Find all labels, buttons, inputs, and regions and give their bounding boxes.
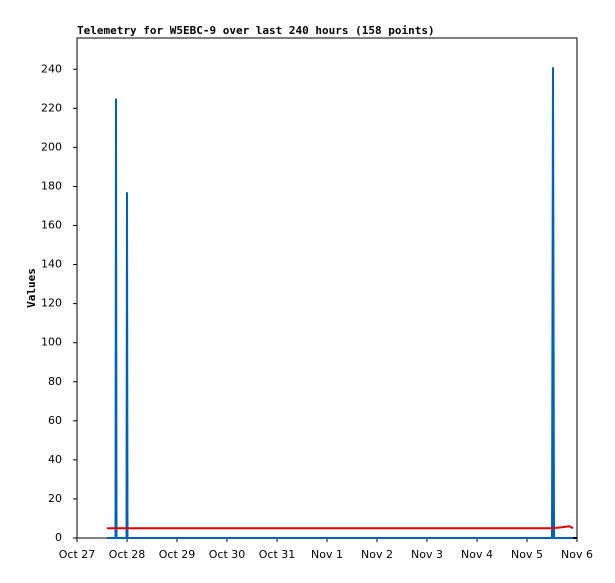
x-tick-label: Oct 27 xyxy=(59,548,96,561)
x-tick-label: Nov 2 xyxy=(361,548,393,561)
y-tick-label: 220 xyxy=(41,101,62,114)
y-tick-label: 100 xyxy=(41,336,62,349)
x-tick-label: Oct 30 xyxy=(209,548,246,561)
plot-frame xyxy=(76,37,578,539)
y-axis-label: Values xyxy=(25,268,38,308)
y-tick-label: 120 xyxy=(41,297,62,310)
x-tick-label: Nov 4 xyxy=(461,548,493,561)
series-line xyxy=(107,67,573,539)
y-tick-label: 180 xyxy=(41,179,62,192)
y-tick-label: 40 xyxy=(48,453,62,466)
x-tick-label: Nov 1 xyxy=(311,548,343,561)
y-tick-label: 60 xyxy=(48,414,62,427)
y-tick-label: 140 xyxy=(41,258,62,271)
x-tick-label: Nov 3 xyxy=(411,548,443,561)
y-tick-label: 20 xyxy=(48,492,62,505)
x-tick-label: Oct 31 xyxy=(259,548,296,561)
y-tick-label: 200 xyxy=(41,140,62,153)
series-line xyxy=(107,525,574,530)
y-tick-label: 0 xyxy=(55,531,62,544)
x-tick-label: Nov 5 xyxy=(511,548,543,561)
y-tick-label: 80 xyxy=(48,375,62,388)
x-tick-label: Oct 29 xyxy=(159,548,196,561)
chart-title: Telemetry for W5EBC-9 over last 240 hour… xyxy=(77,24,435,37)
y-tick-label: 160 xyxy=(41,219,62,232)
x-tick-label: Nov 6 xyxy=(561,548,593,561)
y-tick-label: 240 xyxy=(41,62,62,75)
x-tick-label: Oct 28 xyxy=(109,548,146,561)
